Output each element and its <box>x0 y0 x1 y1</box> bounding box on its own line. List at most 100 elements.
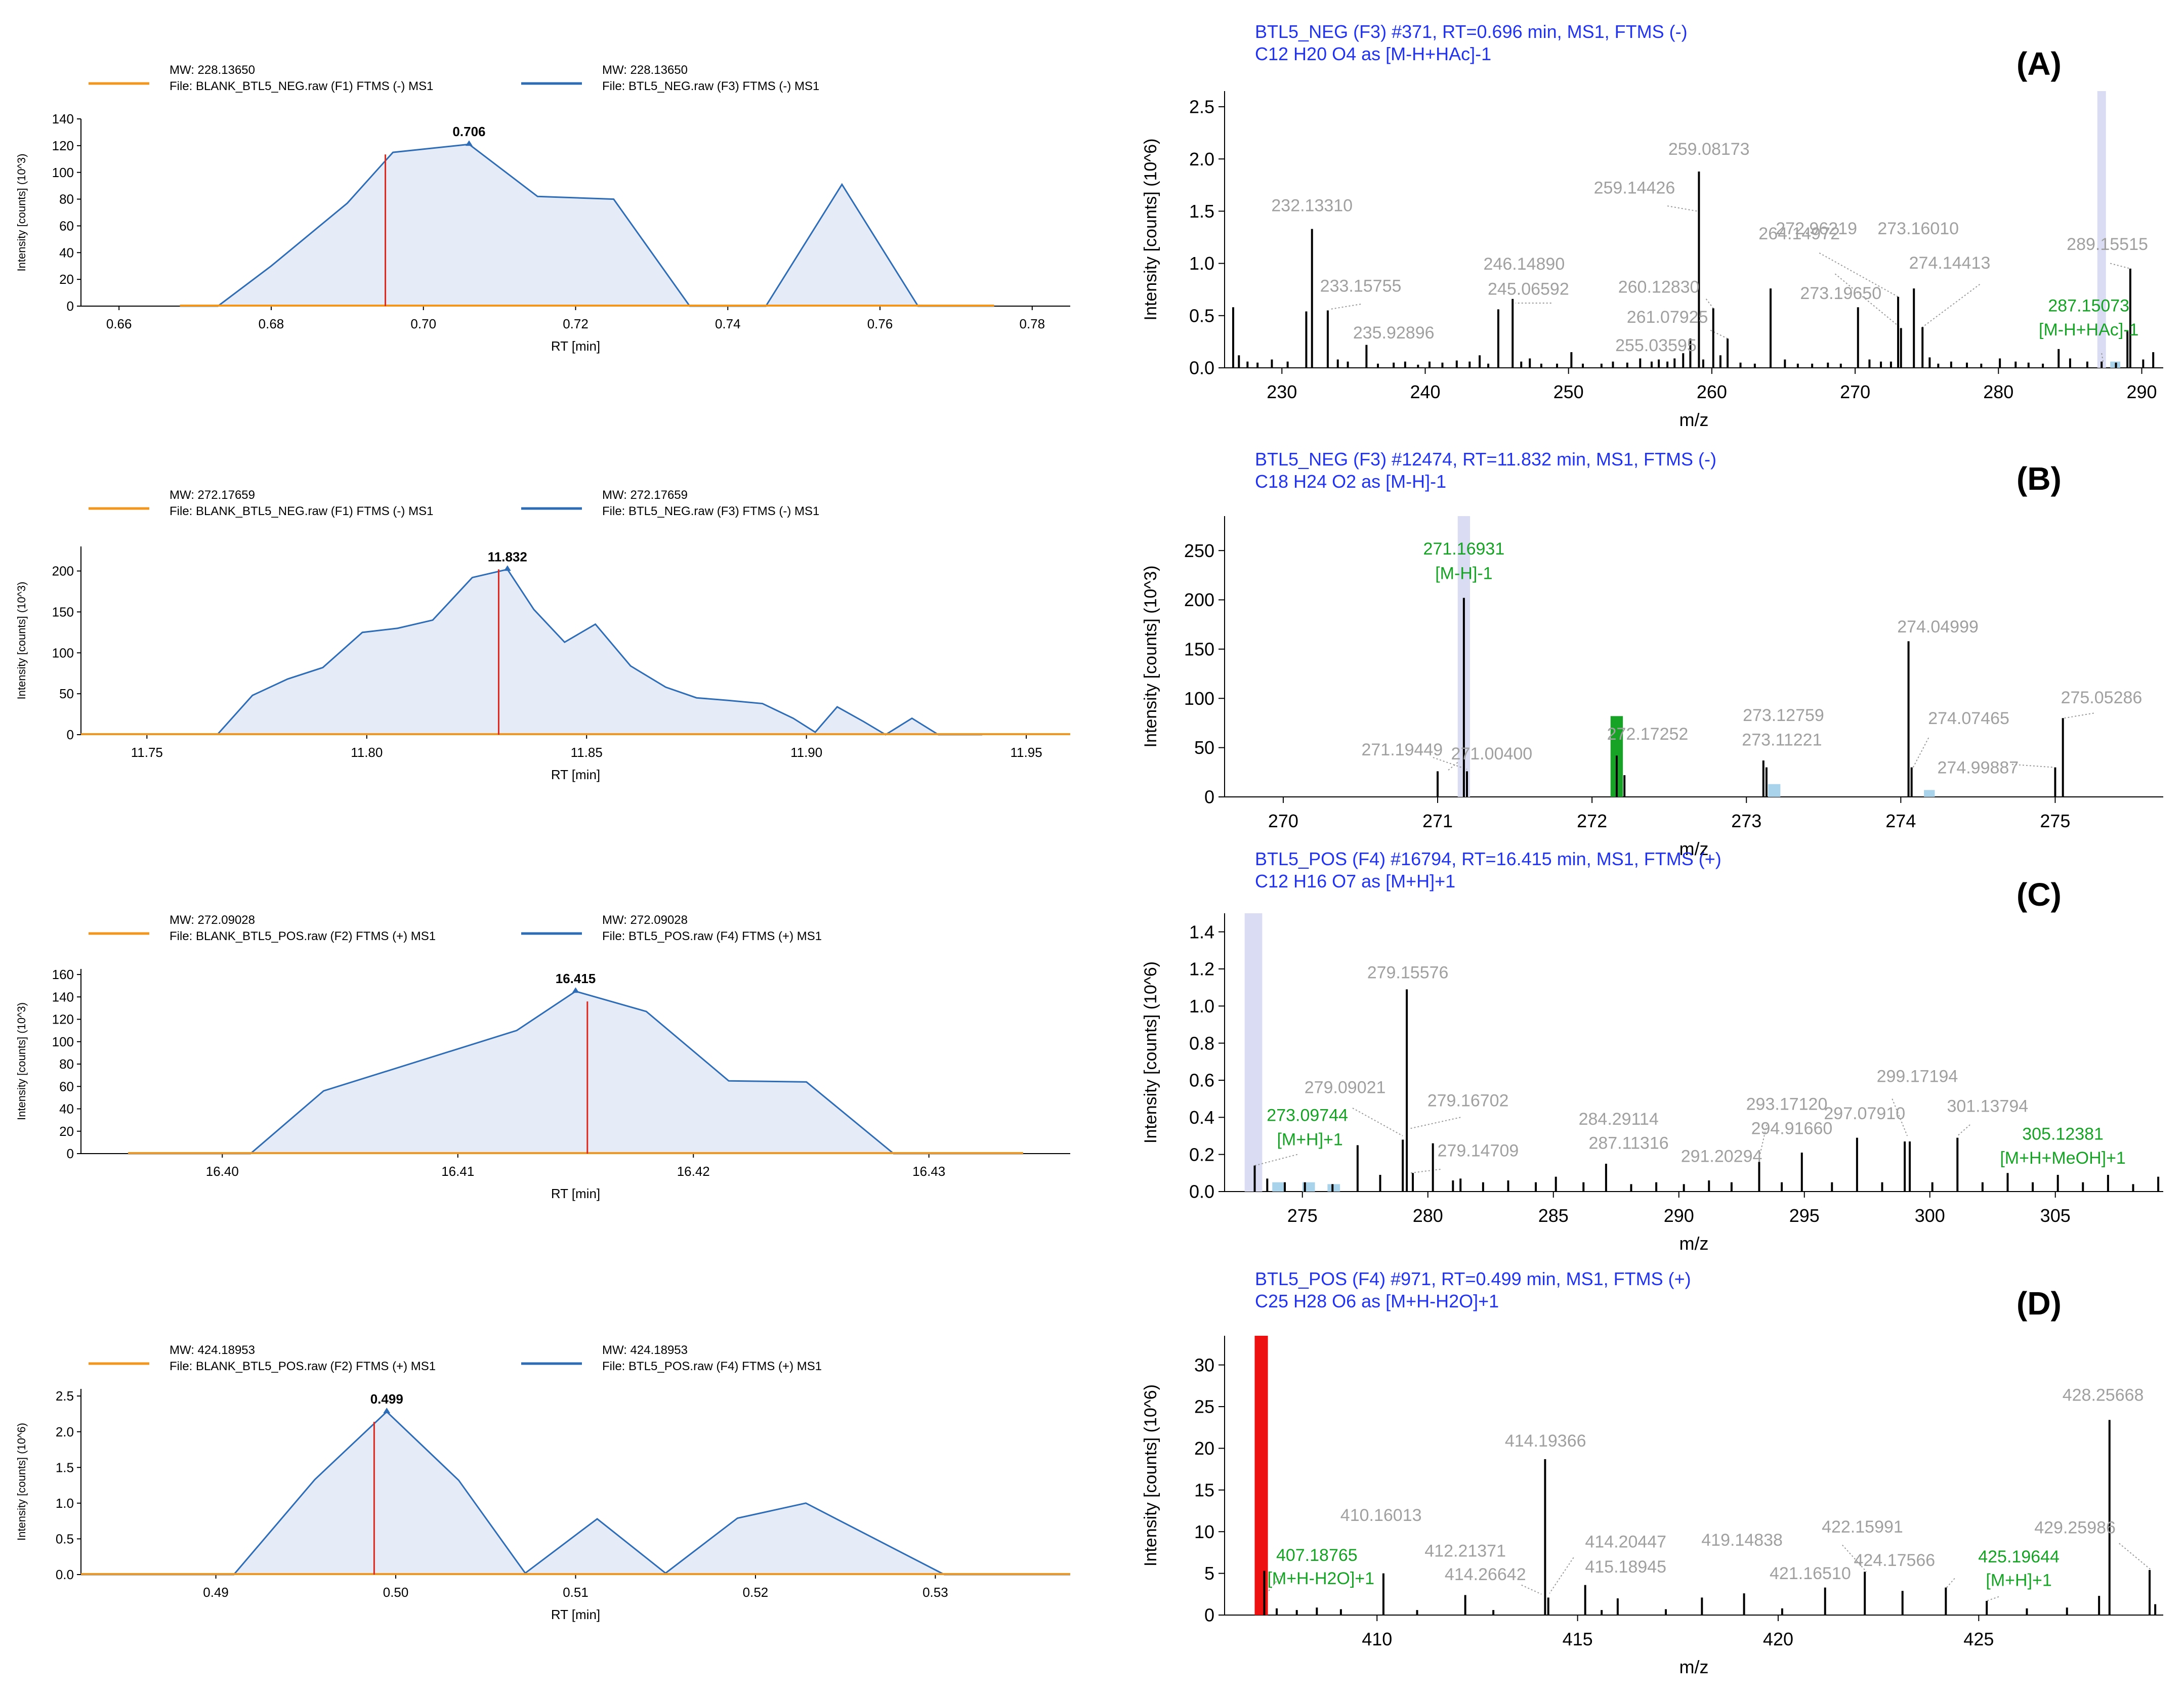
spec-c-leader-line <box>1254 1154 1298 1166</box>
spec-d-peak-label: 410.16013 <box>1340 1506 1422 1525</box>
spec-a-xtick-label: 260 <box>1697 381 1727 402</box>
chrom-d-sample-area <box>81 1412 1070 1575</box>
spec-d-leader-line <box>1549 1557 1574 1594</box>
spec-a-peak-label: 246.14890 <box>1484 255 1565 274</box>
spec-d-peak-label: 424.17566 <box>1854 1551 1936 1570</box>
spec-a-leader-line <box>1922 284 1981 328</box>
spec-b-peak-label: 274.99887 <box>1938 758 2019 777</box>
chrom-a-ytick-label: 120 <box>52 138 74 153</box>
spec-d-ytick-label: 10 <box>1194 1521 1214 1542</box>
spec-a-xtick-label: 230 <box>1267 381 1297 402</box>
spec-a-peak-label: 261.07925 <box>1627 308 1708 327</box>
chrom-b-ytick-label: 200 <box>52 564 74 579</box>
spec-b-xtick-label: 270 <box>1268 811 1298 831</box>
spec-c-ytick-label: 0.6 <box>1189 1070 1214 1091</box>
spec-c-panel: 275 280 285 290 295 300 305 0.0 0.2 0.4 0.6 0.8 1.0 1… <box>1141 849 2163 1254</box>
spec-d-xtick-label: 425 <box>1963 1629 1994 1649</box>
chrom-a-x-axis-title: RT [min] <box>551 338 600 354</box>
chrom-d-ytick-label: 0.5 <box>56 1532 74 1547</box>
spec-c-ytick-label: 0.0 <box>1189 1181 1214 1202</box>
spec-a-ytick-label: 1.0 <box>1189 253 1214 274</box>
chrom-c-ytick-label: 0 <box>67 1146 74 1161</box>
chrom-c-panel: 16.40 16.41 16.42 16.43 0 20 40 60 80 100 120 140 16… <box>15 913 1070 1201</box>
spec-b-isotope-bar <box>1768 784 1781 797</box>
spec-c-peak-label: 284.29114 <box>1579 1110 1659 1129</box>
chrom-b-panel: 11.75 11.80 11.85 11.90 11.95 0 50 100 150 200 RT … <box>15 488 1070 782</box>
spec-b-ytick-label: 200 <box>1184 589 1214 610</box>
spec-a-annotation-label: 287.15073 <box>2048 296 2129 316</box>
chrom-a-sample-area <box>180 144 994 306</box>
chrom-c-y-axis-title: Intensity [counts] (10^3) <box>15 1002 28 1120</box>
spec-a-leader-line <box>1819 252 1899 298</box>
spec-c-peak-label: 279.09021 <box>1305 1078 1386 1097</box>
chrom-c-legend-file: File: BTL5_POS.raw (F4) FTMS (+) MS1 <box>602 929 822 943</box>
spec-d-xtick-label: 410 <box>1362 1629 1392 1649</box>
spec-a-panel-label: (A) <box>2017 46 2062 82</box>
spec-b-annotation-label: 271.16931 <box>1423 539 1505 559</box>
spec-c-annotation-label: 305.12381 <box>2022 1124 2104 1143</box>
spec-b-peak-label: 274.04999 <box>1897 617 1979 637</box>
spec-d-annotation-label: [M+H-H2O]+1 <box>1267 1569 1374 1588</box>
spec-c-leader-line <box>1352 1108 1403 1136</box>
chrom-d-ytick-label: 1.0 <box>56 1496 74 1511</box>
spec-c-xtick-label: 290 <box>1664 1205 1694 1226</box>
spec-a-leader-line <box>1834 273 1902 329</box>
spec-c-peak-label: 301.13794 <box>1947 1096 2028 1116</box>
chrom-a-xtick-label: 0.68 <box>259 316 284 331</box>
chrom-d-xtick-label: 0.52 <box>743 1585 769 1600</box>
chrom-c-ytick-label: 160 <box>52 967 74 982</box>
spec-d-header-formula: C25 H28 O6 as [M+H-H2O]+1 <box>1255 1291 1499 1311</box>
chrom-d-apex-marker <box>383 1408 391 1414</box>
spec-c-leader-line <box>1957 1124 1970 1136</box>
spec-d-leader-line <box>1946 1578 1955 1588</box>
spec-c-xtick-label: 300 <box>1915 1205 1945 1226</box>
spec-b-panel: 270 271 272 273 274 275 0 50 100 150 200 250 m/z Inte… <box>1141 449 2163 859</box>
chrom-c-x-axis-title: RT [min] <box>551 1186 600 1201</box>
spec-d-peak-label: 414.20447 <box>1585 1533 1666 1552</box>
spec-c-leader-line <box>1758 1124 1768 1159</box>
spec-b-leader-line <box>1446 762 1458 772</box>
chrom-a-sample-line <box>180 143 994 307</box>
spec-a-peak-label: 245.06592 <box>1488 280 1569 299</box>
chrom-a-xtick-label: 0.72 <box>563 316 589 331</box>
spec-c-leader-line <box>1410 1169 1441 1174</box>
spec-b-header-scan: BTL5_NEG (F3) #12474, RT=11.832 min, MS1… <box>1255 449 1716 470</box>
spec-a-xtick-label: 280 <box>1983 381 2013 402</box>
chrom-b-apex-marker <box>503 565 511 571</box>
spec-b-panel-label: (B) <box>2017 460 2062 497</box>
spec-a-ytick-label: 2.0 <box>1189 149 1214 169</box>
chrom-b-legend-mw: MW: 272.17659 <box>170 488 255 502</box>
chrom-b-xtick-label: 11.75 <box>131 745 163 760</box>
chrom-a-legend-file: File: BTL5_NEG.raw (F3) FTMS (-) MS1 <box>602 79 819 93</box>
spec-b-peak-label: 273.11221 <box>1742 731 1822 750</box>
spec-d-header-scan: BTL5_POS (F4) #971, RT=0.499 min, MS1, F… <box>1255 1268 1691 1289</box>
spec-a-peak-label: 233.15755 <box>1320 276 1402 295</box>
chrom-b-legend-mw: MW: 272.17659 <box>602 488 688 502</box>
chrom-d-ytick-label: 2.0 <box>56 1424 74 1439</box>
spec-d-ytick-label: 25 <box>1194 1396 1214 1417</box>
spec-d-leader-line <box>1842 1544 1867 1572</box>
spec-b-ytick-label: 250 <box>1184 540 1214 561</box>
chrom-d-legend-mw: MW: 424.18953 <box>170 1343 255 1357</box>
spec-d-xtick-label: 420 <box>1763 1629 1793 1649</box>
spec-d-annotation-label: 407.18765 <box>1276 1546 1358 1565</box>
chrom-a-y-axis-title: Intensity [counts] (10^3) <box>15 154 28 272</box>
chrom-a-apex-marker <box>465 140 473 146</box>
chrom-a-ytick-label: 40 <box>59 245 74 260</box>
spec-c-ytick-label: 1.2 <box>1189 959 1214 980</box>
chrom-a-ytick-label: 0 <box>67 299 74 314</box>
spec-c-highlight-band <box>1244 913 1263 1192</box>
spec-c-xtick-label: 275 <box>1287 1205 1318 1226</box>
spec-c-ytick-label: 1.0 <box>1189 996 1214 1016</box>
chrom-b-legend-file: File: BLANK_BTL5_NEG.raw (F1) FTMS (-) M… <box>170 504 433 518</box>
spec-b-xtick-label: 273 <box>1731 811 1761 831</box>
spec-c-peak-label: 287.11316 <box>1588 1134 1668 1153</box>
spec-a-leader-line <box>2101 353 2104 362</box>
spec-d-ytick-label: 20 <box>1194 1438 1214 1459</box>
spec-a-panel: 230 240 250 260 270 280 290 0.0 0.5 1.0 1.5 2.0 2.5 m… <box>1141 21 2163 430</box>
spec-d-peak-label: 419.14838 <box>1701 1531 1783 1550</box>
spec-a-peak-label: 273.16010 <box>1877 219 1959 238</box>
spec-c-peak-label: 297.07910 <box>1824 1104 1905 1123</box>
spec-c-header-formula: C12 H16 O7 as [M+H]+1 <box>1255 871 1455 892</box>
